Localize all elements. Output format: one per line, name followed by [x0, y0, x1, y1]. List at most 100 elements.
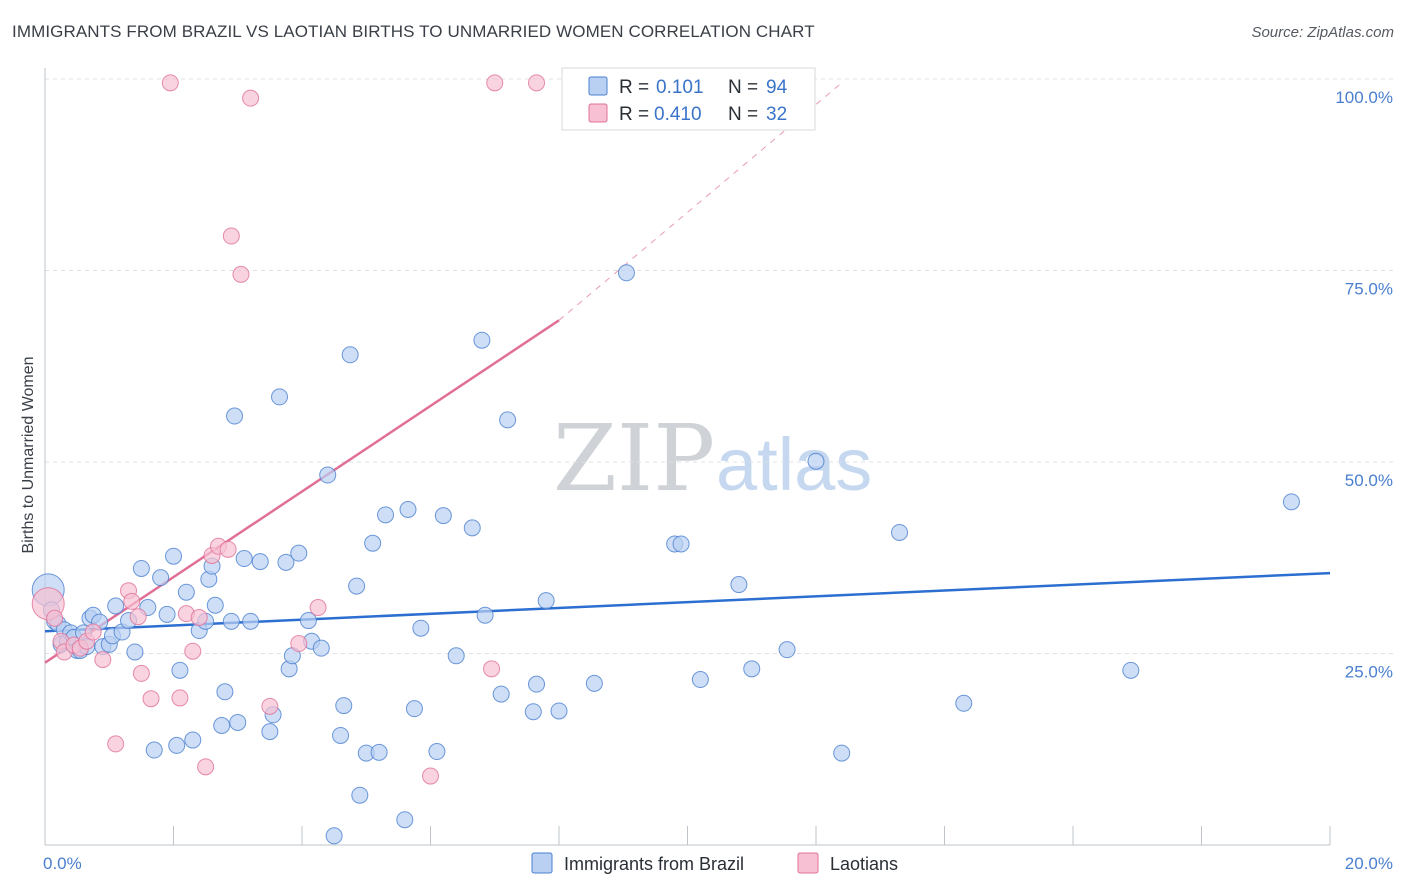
brazil-point-25 [145, 741, 163, 759]
brazil-point-28 [165, 547, 182, 565]
brazil-point-23 [132, 559, 150, 577]
laotian-point-33 [528, 74, 546, 92]
brazil-point-83 [585, 674, 603, 692]
laotian-point-8 [94, 651, 112, 669]
brazil-point-88 [730, 576, 748, 594]
brazil-point-68 [399, 500, 417, 518]
laotian-point-24 [222, 227, 240, 245]
brazil-point-86 [672, 535, 690, 553]
brazil-point-74 [463, 519, 481, 537]
brazil-point-82 [550, 702, 568, 720]
brazil-point-96 [1282, 493, 1300, 511]
brazil-point-56 [319, 466, 337, 484]
bottom-legend-swatch-laotians [797, 852, 819, 874]
laotian-point-16 [171, 689, 189, 707]
brazil-point-87 [691, 671, 709, 689]
laotian-point-9 [107, 735, 125, 753]
legend-n-value-2: 32 [766, 104, 787, 125]
legend-swatch-pink [588, 103, 608, 123]
laotian-point-31 [483, 660, 501, 678]
watermark-atlas: atlas [716, 423, 872, 506]
laotian-trend-extension [558, 82, 843, 321]
bottom-legend: Immigrants from Brazil Laotians [531, 852, 898, 874]
brazil-point-69 [405, 700, 423, 718]
legend-n-label-1: N = [728, 77, 758, 98]
brazil-point-59 [335, 697, 353, 715]
brazil-point-53 [299, 612, 317, 630]
brazil-point-44 [242, 612, 260, 630]
brazil-point-31 [177, 583, 195, 601]
brazil-point-78 [499, 411, 517, 429]
brazil-point-79 [524, 703, 542, 721]
brazil-point-90 [778, 641, 796, 659]
watermark-zip: ZIP [553, 405, 715, 512]
brazil-point-52 [290, 544, 308, 562]
legend-r-value-1: 0.101 [656, 77, 704, 98]
brazil-point-30 [171, 661, 189, 679]
gridlines [45, 78, 1393, 654]
laotian-point-29 [309, 599, 327, 617]
brazil-point-19 [107, 597, 125, 615]
brazil-point-94 [955, 694, 973, 712]
y-tick-labels: 25.0% 50.0% 75.0% 100.0% [1335, 88, 1393, 682]
brazil-point-80 [528, 675, 546, 693]
legend-r-label-1: R = [619, 77, 649, 98]
laotian-point-1 [46, 609, 64, 627]
laotian-point-23 [219, 540, 237, 558]
y-tick-label-0: 25.0% [1345, 663, 1393, 682]
brazil-point-92 [833, 744, 851, 762]
brazil-point-64 [364, 534, 382, 552]
legend-r-label-2: R = [619, 104, 649, 125]
brazil-point-65 [370, 743, 388, 761]
laotian-point-30 [422, 767, 439, 785]
brazil-point-93 [891, 523, 909, 541]
laotian-point-18 [184, 642, 202, 660]
brazil-point-41 [226, 407, 244, 425]
y-tick-label-2: 75.0% [1345, 280, 1393, 299]
bottom-legend-label-laotians: Laotians [830, 854, 898, 874]
brazil-point-71 [428, 743, 446, 761]
bottom-legend-swatch-brazil [531, 852, 553, 874]
brazil-point-58 [332, 726, 350, 744]
y-axis-label: Births to Unmarried Women [20, 356, 37, 553]
laotian-point-19 [190, 608, 208, 626]
trend-lines [44, 82, 1331, 664]
brazil-point-89 [743, 660, 761, 678]
legend: R = 0.101 N = 94 R = 0.410 N = 32 [561, 67, 816, 131]
brazil-point-91 [807, 452, 825, 470]
laotian-point-25 [232, 265, 250, 283]
brazil-point-61 [348, 577, 366, 595]
legend-n-label-2: N = [728, 104, 758, 125]
x-tick-label-0: 0.0% [43, 854, 82, 873]
brazil-point-62 [351, 786, 369, 804]
brazil-point-75 [473, 331, 491, 349]
brazil-point-46 [261, 723, 279, 741]
brazil-point-32 [184, 731, 202, 749]
brazil-point-57 [325, 827, 343, 845]
brazil-point-42 [229, 713, 247, 731]
x-tick-label-1: 20.0% [1345, 854, 1393, 873]
brazil-point-48 [271, 388, 289, 406]
brazil-point-76 [476, 606, 494, 624]
brazil-point-77 [492, 685, 510, 703]
watermark: ZIP atlas [553, 405, 872, 512]
brazil-point-67 [396, 811, 414, 829]
laotian-point-11 [123, 592, 141, 610]
y-tick-label-1: 50.0% [1345, 471, 1393, 490]
brazil-point-39 [216, 683, 234, 701]
brazil-point-43 [235, 550, 253, 568]
legend-swatch-blue [588, 76, 608, 96]
laotian-point-26 [242, 89, 260, 107]
brazil-point-66 [377, 506, 395, 524]
brazil-point-73 [447, 647, 465, 665]
x-tick-labels: 0.0% 20.0% [43, 854, 1393, 873]
laotian-point-7 [84, 623, 102, 641]
brazil-point-38 [213, 717, 231, 735]
brazil-point-27 [158, 605, 176, 623]
bottom-legend-label-brazil: Immigrants from Brazil [564, 854, 744, 874]
laotian-point-15 [161, 74, 179, 92]
laotian-point-13 [132, 664, 150, 682]
axes [44, 68, 1331, 846]
brazil-point-22 [126, 643, 144, 661]
